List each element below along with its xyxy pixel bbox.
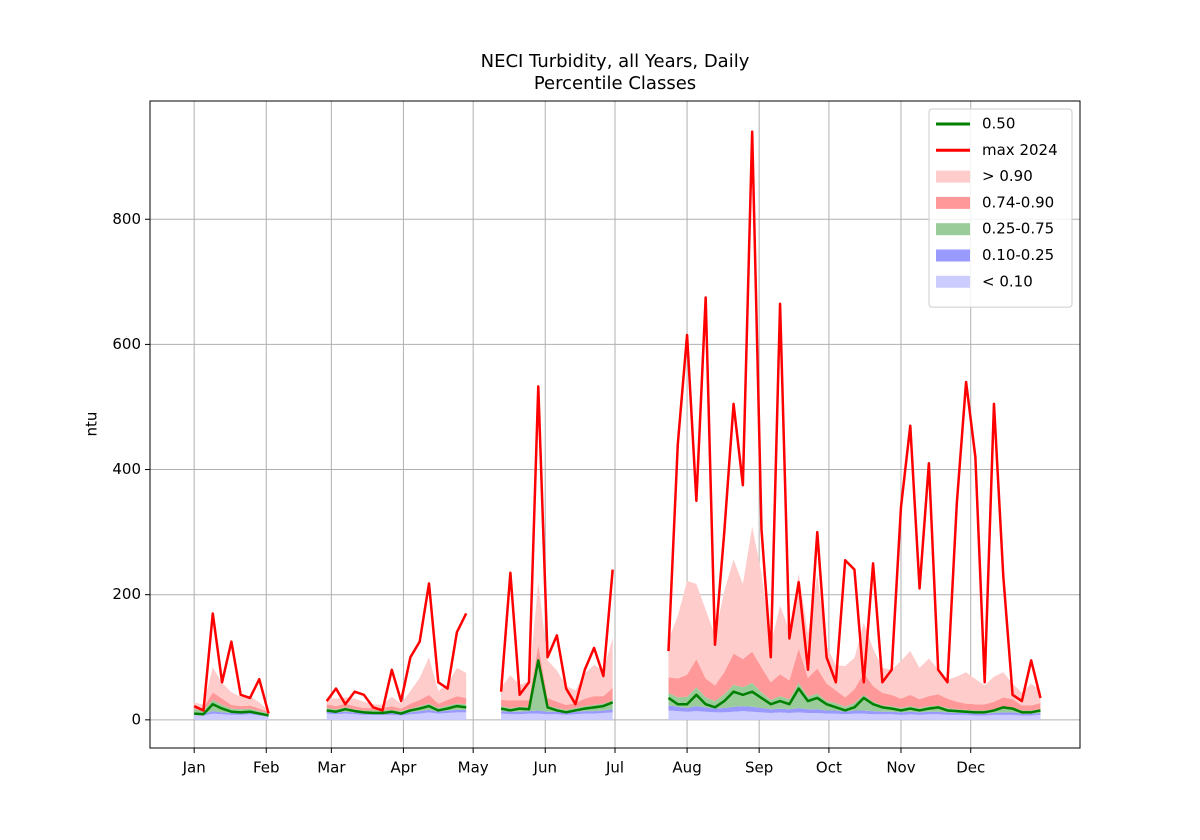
y-tick-label: 400: [112, 460, 141, 478]
plot-area: [193, 130, 1042, 720]
y-tick-label: 200: [112, 585, 141, 603]
y-tick-label: 0: [131, 710, 141, 728]
x-tick-label: Feb: [253, 759, 280, 777]
x-tick-label: Jul: [605, 759, 624, 777]
series-line: [193, 130, 1042, 714]
axes: 0 200 400 600 800 Jan Feb Mar Apr May Jun Jul Aug Sep…: [112, 210, 985, 777]
x-tick-label: Mar: [317, 759, 346, 777]
legend: 0.50 max 2024 > 0.90 0.74-0.90 0.25-0.75 0.10…: [928, 108, 1073, 308]
legend-swatch: [936, 170, 970, 183]
y-tick-label: 600: [112, 335, 141, 353]
legend-label: > 0.90: [982, 167, 1033, 185]
legend-label: 0.74-0.90: [982, 193, 1054, 211]
x-tick-label: May: [458, 759, 489, 777]
legend-label: max 2024: [982, 141, 1058, 159]
chart-subtitle: Percentile Classes: [534, 73, 696, 94]
x-tick-label: Aug: [672, 759, 701, 777]
band-area: [194, 710, 1041, 720]
legend-swatch: [936, 275, 970, 288]
band-area: [194, 644, 1041, 713]
y-tick-label: 800: [112, 210, 141, 228]
x-tick-label: Oct: [816, 759, 842, 777]
x-tick-label: Dec: [956, 759, 985, 777]
legend-label: 0.10-0.25: [982, 246, 1054, 264]
x-tick-label: Sep: [745, 759, 773, 777]
legend-label: 0.25-0.75: [982, 220, 1054, 238]
x-tick-label: Nov: [886, 759, 915, 777]
legend-swatch: [936, 223, 970, 236]
legend-label: 0.50: [982, 115, 1015, 133]
band-area: [194, 705, 1041, 717]
y-axis-label: ntu: [83, 412, 101, 437]
series-line: [194, 659, 1041, 717]
x-tick-label: Jun: [533, 759, 557, 777]
x-tick-label: Jan: [182, 759, 206, 777]
chart-title: NECI Turbidity, all Years, Daily: [481, 51, 750, 72]
band-area: [194, 660, 1041, 715]
x-tick-label: Apr: [390, 759, 417, 777]
legend-swatch: [936, 196, 970, 209]
legend-swatch: [936, 249, 970, 262]
grid: [150, 101, 1080, 748]
legend-label: < 0.10: [982, 272, 1033, 290]
